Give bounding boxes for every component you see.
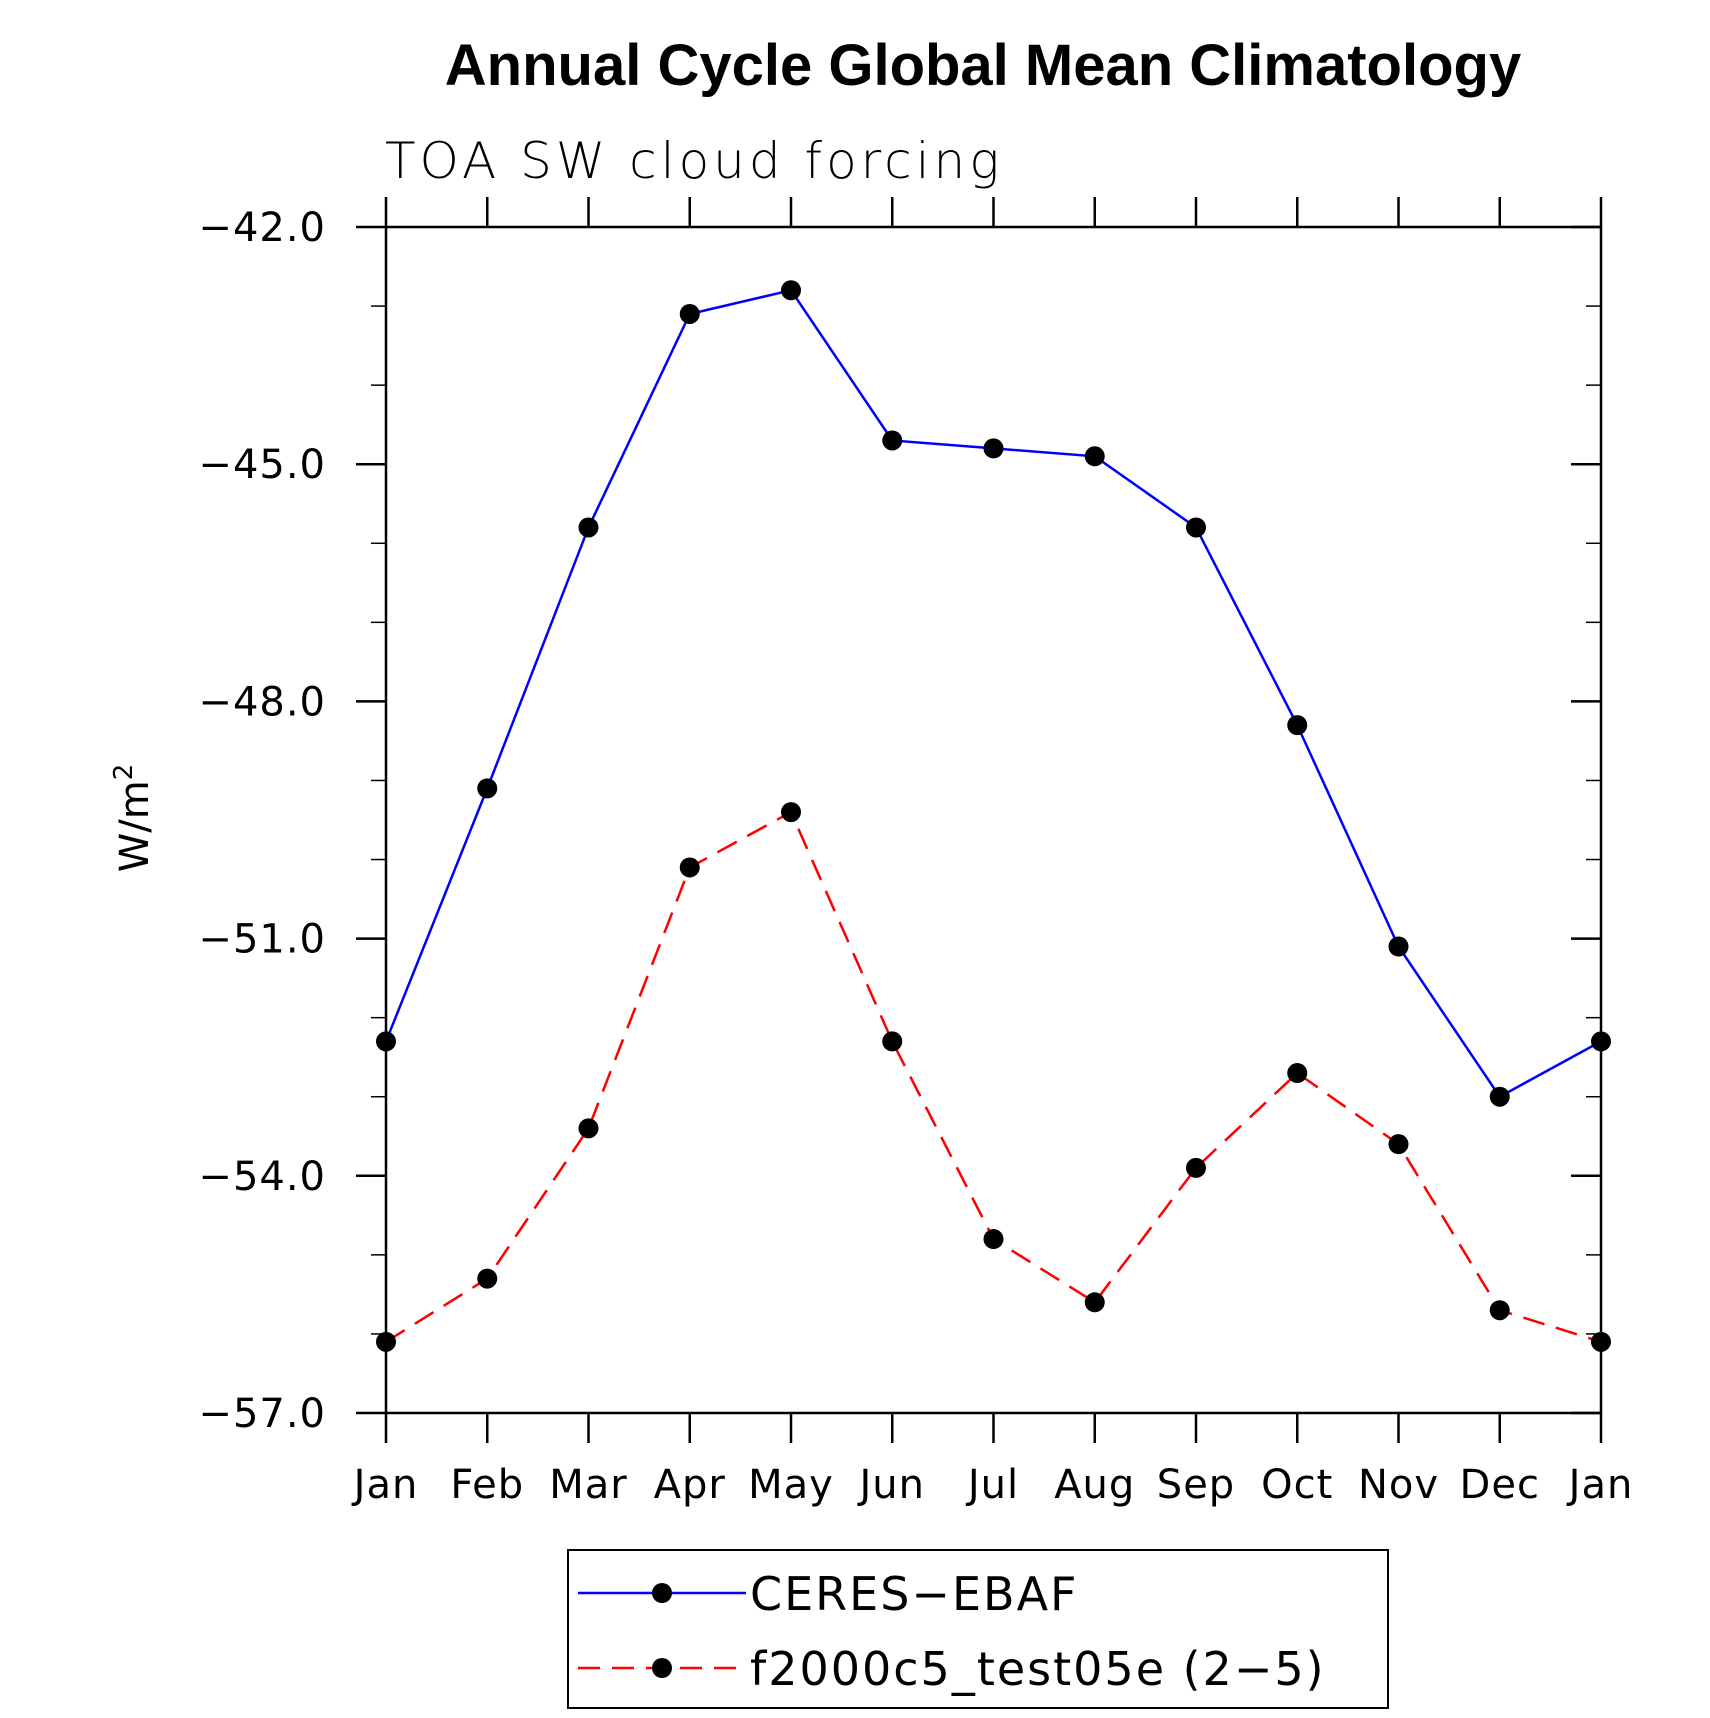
data-point [477, 778, 498, 799]
y-axis: −42.0 −45.0 −48.0 −51.0 −54.0 −57.0 [198, 205, 1602, 1437]
data-point [781, 802, 801, 823]
data-point [1186, 517, 1206, 538]
data-point [679, 303, 700, 324]
x-tick-label: Nov [1358, 1462, 1439, 1508]
y-tick-label: −51.0 [198, 917, 326, 963]
legend-swatch-marker [652, 1583, 672, 1603]
series-layer [376, 280, 1611, 1352]
data-point [376, 1031, 396, 1052]
data-point [1287, 1063, 1308, 1084]
x-tick-label: Apr [654, 1462, 726, 1508]
x-tick-label: Jun [857, 1462, 926, 1508]
x-tick-label: Jan [351, 1462, 419, 1508]
legend: CERES−EBAF f2000c5_test05e (2−5) [567, 1549, 1389, 1709]
y-tick-label: −54.0 [198, 1154, 326, 1200]
x-tick-label: Jul [965, 1462, 1019, 1508]
data-point [882, 1031, 903, 1052]
data-point [1287, 715, 1308, 736]
x-tick-label: Dec [1460, 1462, 1540, 1508]
y-tick-label: −45.0 [198, 442, 326, 488]
data-point [376, 1331, 396, 1352]
data-point [882, 430, 903, 451]
x-tick-label: Feb [450, 1462, 524, 1508]
chart-subtitle: TOA SW cloud forcing [385, 132, 1003, 190]
x-tick-label: May [748, 1462, 834, 1508]
svg-text:W/m2: W/m2 [109, 764, 158, 873]
series-line [384, 288, 1602, 1099]
y-axis-label-text: W/m [112, 780, 158, 872]
y-axis-label: W/m2 [109, 764, 158, 873]
legend-swatch-marker [652, 1658, 672, 1678]
y-tick-label: −57.0 [198, 1391, 326, 1437]
data-point [578, 1118, 599, 1139]
data-point [1591, 1031, 1611, 1052]
x-tick-label: Mar [549, 1462, 627, 1508]
data-point [1591, 1331, 1611, 1352]
x-tick-label: Sep [1157, 1462, 1235, 1508]
series-line [385, 810, 1602, 1344]
y-axis-label-superscript: 2 [109, 764, 139, 781]
data-point [1388, 1134, 1409, 1155]
x-tick-label: Aug [1054, 1462, 1135, 1508]
legend-label: CERES−EBAF [750, 1567, 1079, 1621]
x-tick-label: Jan [1566, 1462, 1634, 1508]
legend-box [567, 1549, 1389, 1709]
data-point [578, 517, 599, 538]
data-point [1186, 1157, 1206, 1178]
x-tick-label: Oct [1261, 1462, 1333, 1508]
data-point [983, 438, 1004, 459]
series-1 [376, 802, 1611, 1352]
data-point [679, 857, 700, 878]
data-point [983, 1229, 1004, 1250]
data-point [1388, 936, 1409, 957]
y-tick-label: −48.0 [198, 679, 326, 725]
y-tick-label: −42.0 [198, 205, 326, 251]
data-point [1084, 446, 1105, 467]
chart-title: Annual Cycle Global Mean Climatology [445, 33, 1521, 98]
data-point [1084, 1292, 1105, 1313]
data-point [1489, 1086, 1510, 1107]
data-point [781, 280, 801, 301]
series-0 [376, 280, 1611, 1107]
legend-label: f2000c5_test05e (2−5) [750, 1642, 1326, 1696]
data-point [477, 1268, 498, 1289]
x-axis: Jan Feb Mar Apr May Jun Jul Aug Sep Oct Nov Dec Jan [351, 197, 1634, 1508]
data-point [1489, 1300, 1510, 1321]
